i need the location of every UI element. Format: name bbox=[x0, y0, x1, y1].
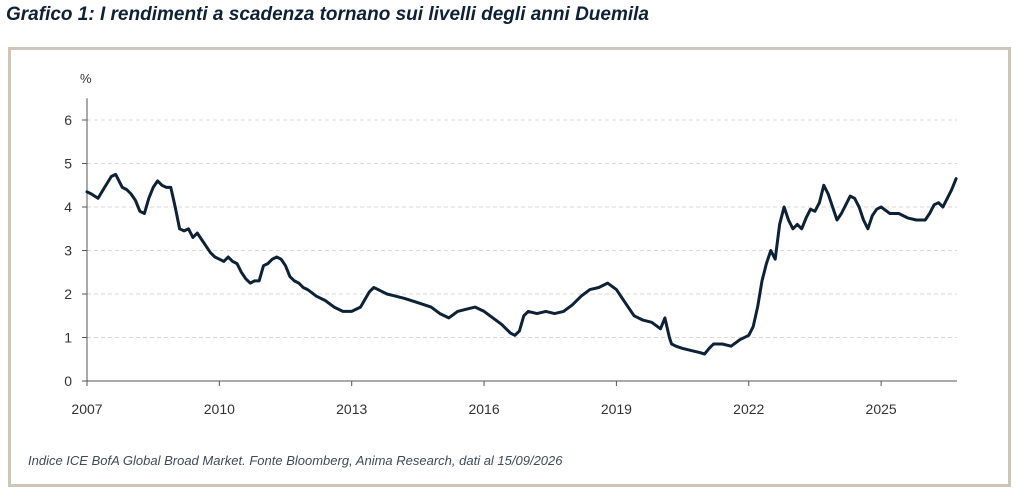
y-tick-label: 3 bbox=[64, 243, 72, 259]
x-tick-label: 2007 bbox=[71, 401, 102, 417]
y-tick-label: 1 bbox=[64, 330, 72, 346]
x-tick-label: 2022 bbox=[733, 401, 764, 417]
series-line bbox=[85, 172, 958, 356]
x-tick-label: 2025 bbox=[866, 401, 897, 417]
y-tick-label: 6 bbox=[64, 112, 72, 128]
y-tick-label: 0 bbox=[64, 373, 72, 389]
chart-title: Grafico 1: I rendimenti a scadenza torna… bbox=[6, 4, 649, 25]
source-note: Indice ICE BofA Global Broad Market. Fon… bbox=[28, 453, 563, 468]
y-tick-label: 2 bbox=[64, 286, 72, 302]
chart-frame bbox=[8, 47, 1011, 487]
x-tick-label: 2016 bbox=[468, 401, 499, 417]
y-axis-label: % bbox=[80, 71, 92, 86]
y-tick-label: 4 bbox=[64, 199, 72, 215]
x-tick-label: 2013 bbox=[336, 401, 367, 417]
y-tick-label: 5 bbox=[64, 156, 72, 172]
x-tick-label: 2010 bbox=[204, 401, 235, 417]
x-tick-label: 2019 bbox=[601, 401, 632, 417]
